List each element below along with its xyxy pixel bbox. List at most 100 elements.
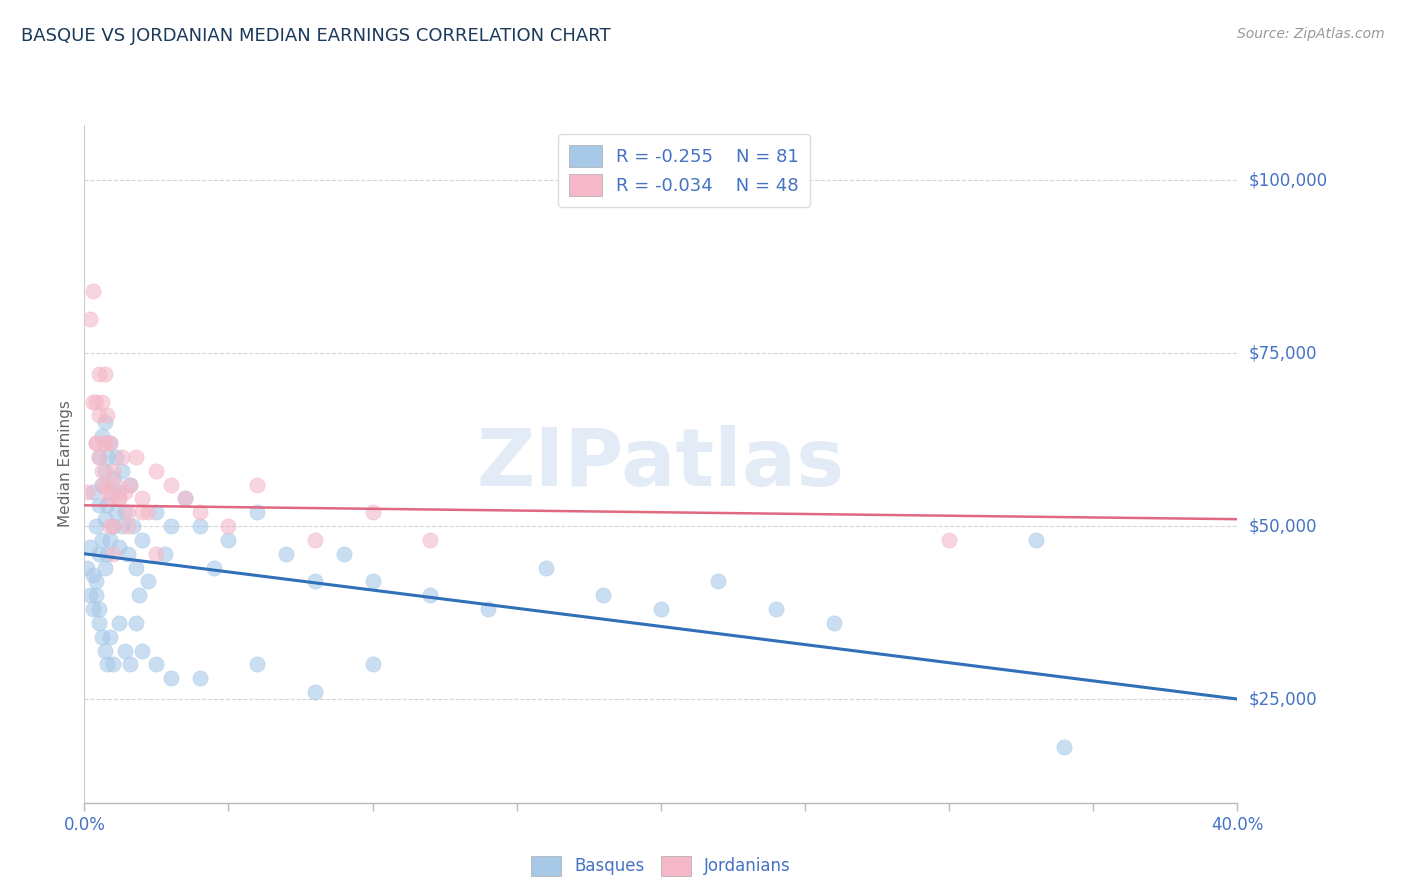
Point bbox=[419, 588, 441, 602]
Point bbox=[534, 560, 557, 574]
Point bbox=[160, 477, 183, 491]
Point bbox=[274, 547, 298, 561]
Point bbox=[217, 533, 239, 547]
Point bbox=[304, 574, 326, 589]
Point bbox=[111, 464, 134, 478]
Point bbox=[87, 367, 110, 381]
Point bbox=[131, 643, 153, 657]
Point bbox=[79, 311, 101, 326]
Point bbox=[84, 436, 107, 450]
Point bbox=[650, 602, 672, 616]
Point bbox=[188, 671, 211, 685]
Point bbox=[136, 574, 159, 589]
Point bbox=[246, 505, 269, 519]
Point bbox=[765, 602, 787, 616]
Point bbox=[84, 574, 107, 589]
Point bbox=[160, 671, 183, 685]
Point bbox=[105, 505, 128, 519]
Point bbox=[1024, 533, 1046, 547]
Point bbox=[87, 547, 110, 561]
Point bbox=[96, 499, 118, 513]
Point bbox=[90, 429, 112, 443]
Point bbox=[174, 491, 197, 506]
Point bbox=[82, 602, 104, 616]
Point bbox=[188, 505, 211, 519]
Point bbox=[707, 574, 730, 589]
Point bbox=[87, 450, 110, 464]
Text: BASQUE VS JORDANIAN MEDIAN EARNINGS CORRELATION CHART: BASQUE VS JORDANIAN MEDIAN EARNINGS CORR… bbox=[21, 27, 610, 45]
Point bbox=[93, 464, 115, 478]
Point bbox=[103, 657, 124, 672]
Point bbox=[131, 533, 153, 547]
Point bbox=[120, 477, 142, 491]
Point bbox=[93, 560, 115, 574]
Point bbox=[145, 547, 167, 561]
Point bbox=[117, 547, 139, 561]
Point bbox=[145, 505, 167, 519]
Point bbox=[108, 491, 131, 506]
Point bbox=[125, 615, 148, 630]
Point bbox=[90, 630, 112, 644]
Point bbox=[114, 505, 136, 519]
Point bbox=[84, 394, 107, 409]
Point bbox=[122, 519, 145, 533]
Point bbox=[84, 588, 107, 602]
Point bbox=[82, 567, 104, 582]
Point bbox=[125, 450, 148, 464]
Point bbox=[90, 477, 112, 491]
Point bbox=[217, 519, 239, 533]
Point bbox=[103, 471, 124, 485]
Text: $50,000: $50,000 bbox=[1249, 517, 1317, 535]
Point bbox=[96, 450, 118, 464]
Point bbox=[82, 484, 104, 499]
Point bbox=[125, 560, 148, 574]
Point bbox=[82, 284, 104, 298]
Point bbox=[131, 505, 153, 519]
Point bbox=[361, 574, 384, 589]
Point bbox=[87, 602, 110, 616]
Point bbox=[98, 436, 121, 450]
Point bbox=[87, 615, 110, 630]
Point bbox=[361, 657, 384, 672]
Point bbox=[120, 477, 142, 491]
Point bbox=[145, 464, 167, 478]
Point bbox=[120, 657, 142, 672]
Point bbox=[361, 505, 384, 519]
Point bbox=[87, 409, 110, 423]
Point bbox=[96, 409, 118, 423]
Point bbox=[84, 519, 107, 533]
Point bbox=[108, 615, 131, 630]
Point bbox=[96, 657, 118, 672]
Point bbox=[96, 484, 118, 499]
Point bbox=[188, 519, 211, 533]
Point bbox=[304, 533, 326, 547]
Point bbox=[79, 540, 101, 554]
Point bbox=[131, 491, 153, 506]
Point bbox=[108, 484, 131, 499]
Text: ZIPatlas: ZIPatlas bbox=[477, 425, 845, 503]
Point bbox=[117, 519, 139, 533]
Point bbox=[87, 499, 110, 513]
Point bbox=[93, 436, 115, 450]
Point bbox=[145, 657, 167, 672]
Point bbox=[98, 533, 121, 547]
Point bbox=[1053, 740, 1076, 755]
Point bbox=[103, 464, 124, 478]
Point bbox=[823, 615, 845, 630]
Point bbox=[103, 519, 124, 533]
Legend: Basques, Jordanians: Basques, Jordanians bbox=[524, 849, 797, 882]
Point bbox=[304, 685, 326, 699]
Point bbox=[98, 519, 121, 533]
Point bbox=[84, 436, 107, 450]
Point bbox=[79, 588, 101, 602]
Text: $75,000: $75,000 bbox=[1249, 344, 1317, 362]
Point bbox=[160, 519, 183, 533]
Point bbox=[93, 643, 115, 657]
Text: $100,000: $100,000 bbox=[1249, 171, 1327, 189]
Point bbox=[103, 547, 124, 561]
Point bbox=[128, 588, 150, 602]
Point bbox=[938, 533, 960, 547]
Point bbox=[103, 519, 124, 533]
Point bbox=[98, 484, 121, 499]
Text: $25,000: $25,000 bbox=[1249, 690, 1317, 708]
